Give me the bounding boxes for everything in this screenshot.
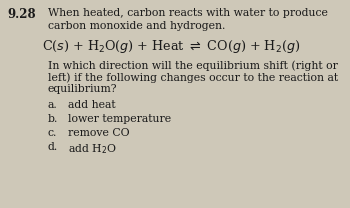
Text: b.: b.	[48, 114, 58, 124]
Text: carbon monoxide and hydrogen.: carbon monoxide and hydrogen.	[48, 21, 225, 31]
Text: lower temperature: lower temperature	[68, 114, 171, 124]
Text: d.: d.	[48, 142, 58, 152]
Text: a.: a.	[48, 100, 58, 110]
Text: left) if the following changes occur to the reaction at: left) if the following changes occur to …	[48, 72, 338, 83]
Text: 9.28: 9.28	[7, 8, 36, 21]
Text: C($s$) + H$_2$O($g$) + Heat $\rightleftharpoons$ CO($g$) + H$_2$($g$): C($s$) + H$_2$O($g$) + Heat $\rightlefth…	[42, 38, 300, 55]
Text: c.: c.	[48, 128, 57, 138]
Text: remove CO: remove CO	[68, 128, 130, 138]
Text: add heat: add heat	[68, 100, 116, 110]
Text: add H$_2$O: add H$_2$O	[68, 142, 117, 156]
Text: equilibrium?: equilibrium?	[48, 84, 118, 94]
Text: In which direction will the equilibrium shift (right or: In which direction will the equilibrium …	[48, 60, 338, 71]
Text: When heated, carbon reacts with water to produce: When heated, carbon reacts with water to…	[48, 8, 328, 18]
